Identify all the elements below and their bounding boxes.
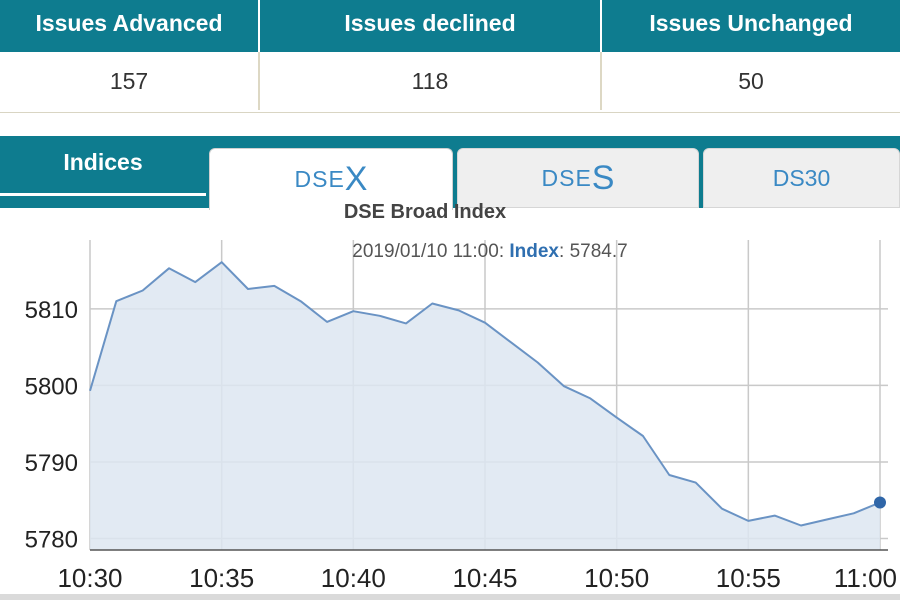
x-tick-label-5: 10:55	[716, 563, 781, 593]
tab-dses[interactable]: DSE S	[457, 148, 699, 208]
tab-ds30[interactable]: DS30	[703, 148, 900, 208]
chart-series-line	[89, 261, 881, 527]
x-tick-label-2: 10:40	[321, 563, 386, 593]
stats-header-issues-advanced: Issues Advanced	[35, 9, 223, 36]
data-point-1057[interactable]	[798, 523, 804, 529]
tooltip-value: 5784.7	[569, 241, 628, 262]
chart-hover-marker[interactable]	[874, 496, 886, 509]
y-tick-label-3: 5810	[25, 297, 78, 324]
x-tick-label-1: 10:35	[189, 563, 254, 593]
data-point-1042[interactable]	[403, 320, 409, 326]
stats-header-row: Issues Advanced Issues declined Issues U…	[0, 0, 900, 52]
data-point-1051[interactable]	[640, 433, 646, 439]
data-point-1044[interactable]	[456, 307, 462, 313]
stats-value-row: 157 118 50	[0, 52, 900, 110]
data-point-1046[interactable]	[508, 340, 514, 346]
data-point-1056[interactable]	[772, 513, 778, 519]
tab-dsex[interactable]: DSE X	[209, 148, 453, 210]
x-tick-label-4: 10:50	[584, 563, 649, 593]
data-point-1039[interactable]	[324, 319, 330, 325]
x-tick-label-3: 10:45	[452, 563, 517, 593]
market-stats-table: Issues Advanced Issues declined Issues U…	[0, 0, 900, 113]
stats-value-issues-declined: 118	[258, 52, 600, 110]
x-tick-label-6: 11:00	[834, 563, 897, 593]
data-point-1058[interactable]	[824, 516, 830, 522]
data-point-1045[interactable]	[482, 320, 488, 326]
chart-area-fill	[90, 262, 880, 550]
data-point-1059[interactable]	[851, 510, 857, 516]
tab-ds30-label: DS30	[772, 164, 831, 191]
data-point-1037[interactable]	[271, 283, 277, 289]
stats-value-issues-unchanged: 50	[600, 52, 900, 110]
data-point-1038[interactable]	[298, 298, 304, 304]
data-point-1041[interactable]	[377, 313, 383, 319]
data-point-1049[interactable]	[587, 395, 593, 401]
index-tab-strip: Indices DSE X DSE S DS30	[0, 136, 900, 210]
data-point-1031[interactable]	[113, 298, 119, 304]
stats-value-issues-advanced: 157	[109, 67, 149, 94]
data-point-1054[interactable]	[719, 506, 725, 512]
data-point-1034[interactable]	[192, 279, 198, 285]
data-point-1050[interactable]	[614, 415, 620, 421]
chart-x-tick-labels: 10:30 10:35 10:40 10:45 10:50 10:55 11:00	[57, 563, 897, 593]
tab-dsex-suffix: X	[344, 160, 368, 198]
chart-tooltip: 2019/01/10 11:00: Index: 5784.7	[352, 241, 628, 262]
tab-dses-prefix: DSE	[541, 164, 592, 191]
data-point-1055[interactable]	[745, 518, 751, 524]
data-point-1048[interactable]	[561, 383, 567, 389]
data-point-1033[interactable]	[166, 265, 172, 271]
y-tick-label-2: 5800	[25, 373, 78, 400]
footer-bar	[0, 594, 900, 600]
tab-dses-suffix: S	[591, 158, 615, 197]
data-point-1030[interactable]	[87, 388, 93, 394]
data-point-1043[interactable]	[429, 301, 435, 307]
data-point-1053[interactable]	[693, 480, 699, 486]
stats-header-issues-unchanged: Issues Unchanged	[600, 0, 900, 52]
tooltip-datetime: 2019/01/10 11:00	[352, 241, 499, 262]
data-point-1036[interactable]	[245, 286, 251, 292]
stats-header-issues-declined: Issues declined	[258, 0, 600, 52]
tooltip-series-name: Index	[509, 241, 559, 262]
data-point-1052[interactable]	[666, 472, 672, 478]
tab-indices[interactable]: Indices	[0, 136, 206, 196]
data-point-1047[interactable]	[535, 360, 541, 366]
y-tick-label-0: 5780	[25, 527, 78, 554]
y-tick-label-1: 5790	[25, 450, 78, 477]
chart-y-tick-labels: 5780 5790 5800 5810	[25, 297, 78, 554]
tab-dsex-prefix: DSE	[294, 166, 345, 192]
x-tick-label-0: 10:30	[57, 563, 122, 593]
data-point-1032[interactable]	[140, 288, 146, 294]
data-point-1040[interactable]	[350, 308, 356, 314]
chart-title: DSE Broad Index	[343, 201, 507, 223]
